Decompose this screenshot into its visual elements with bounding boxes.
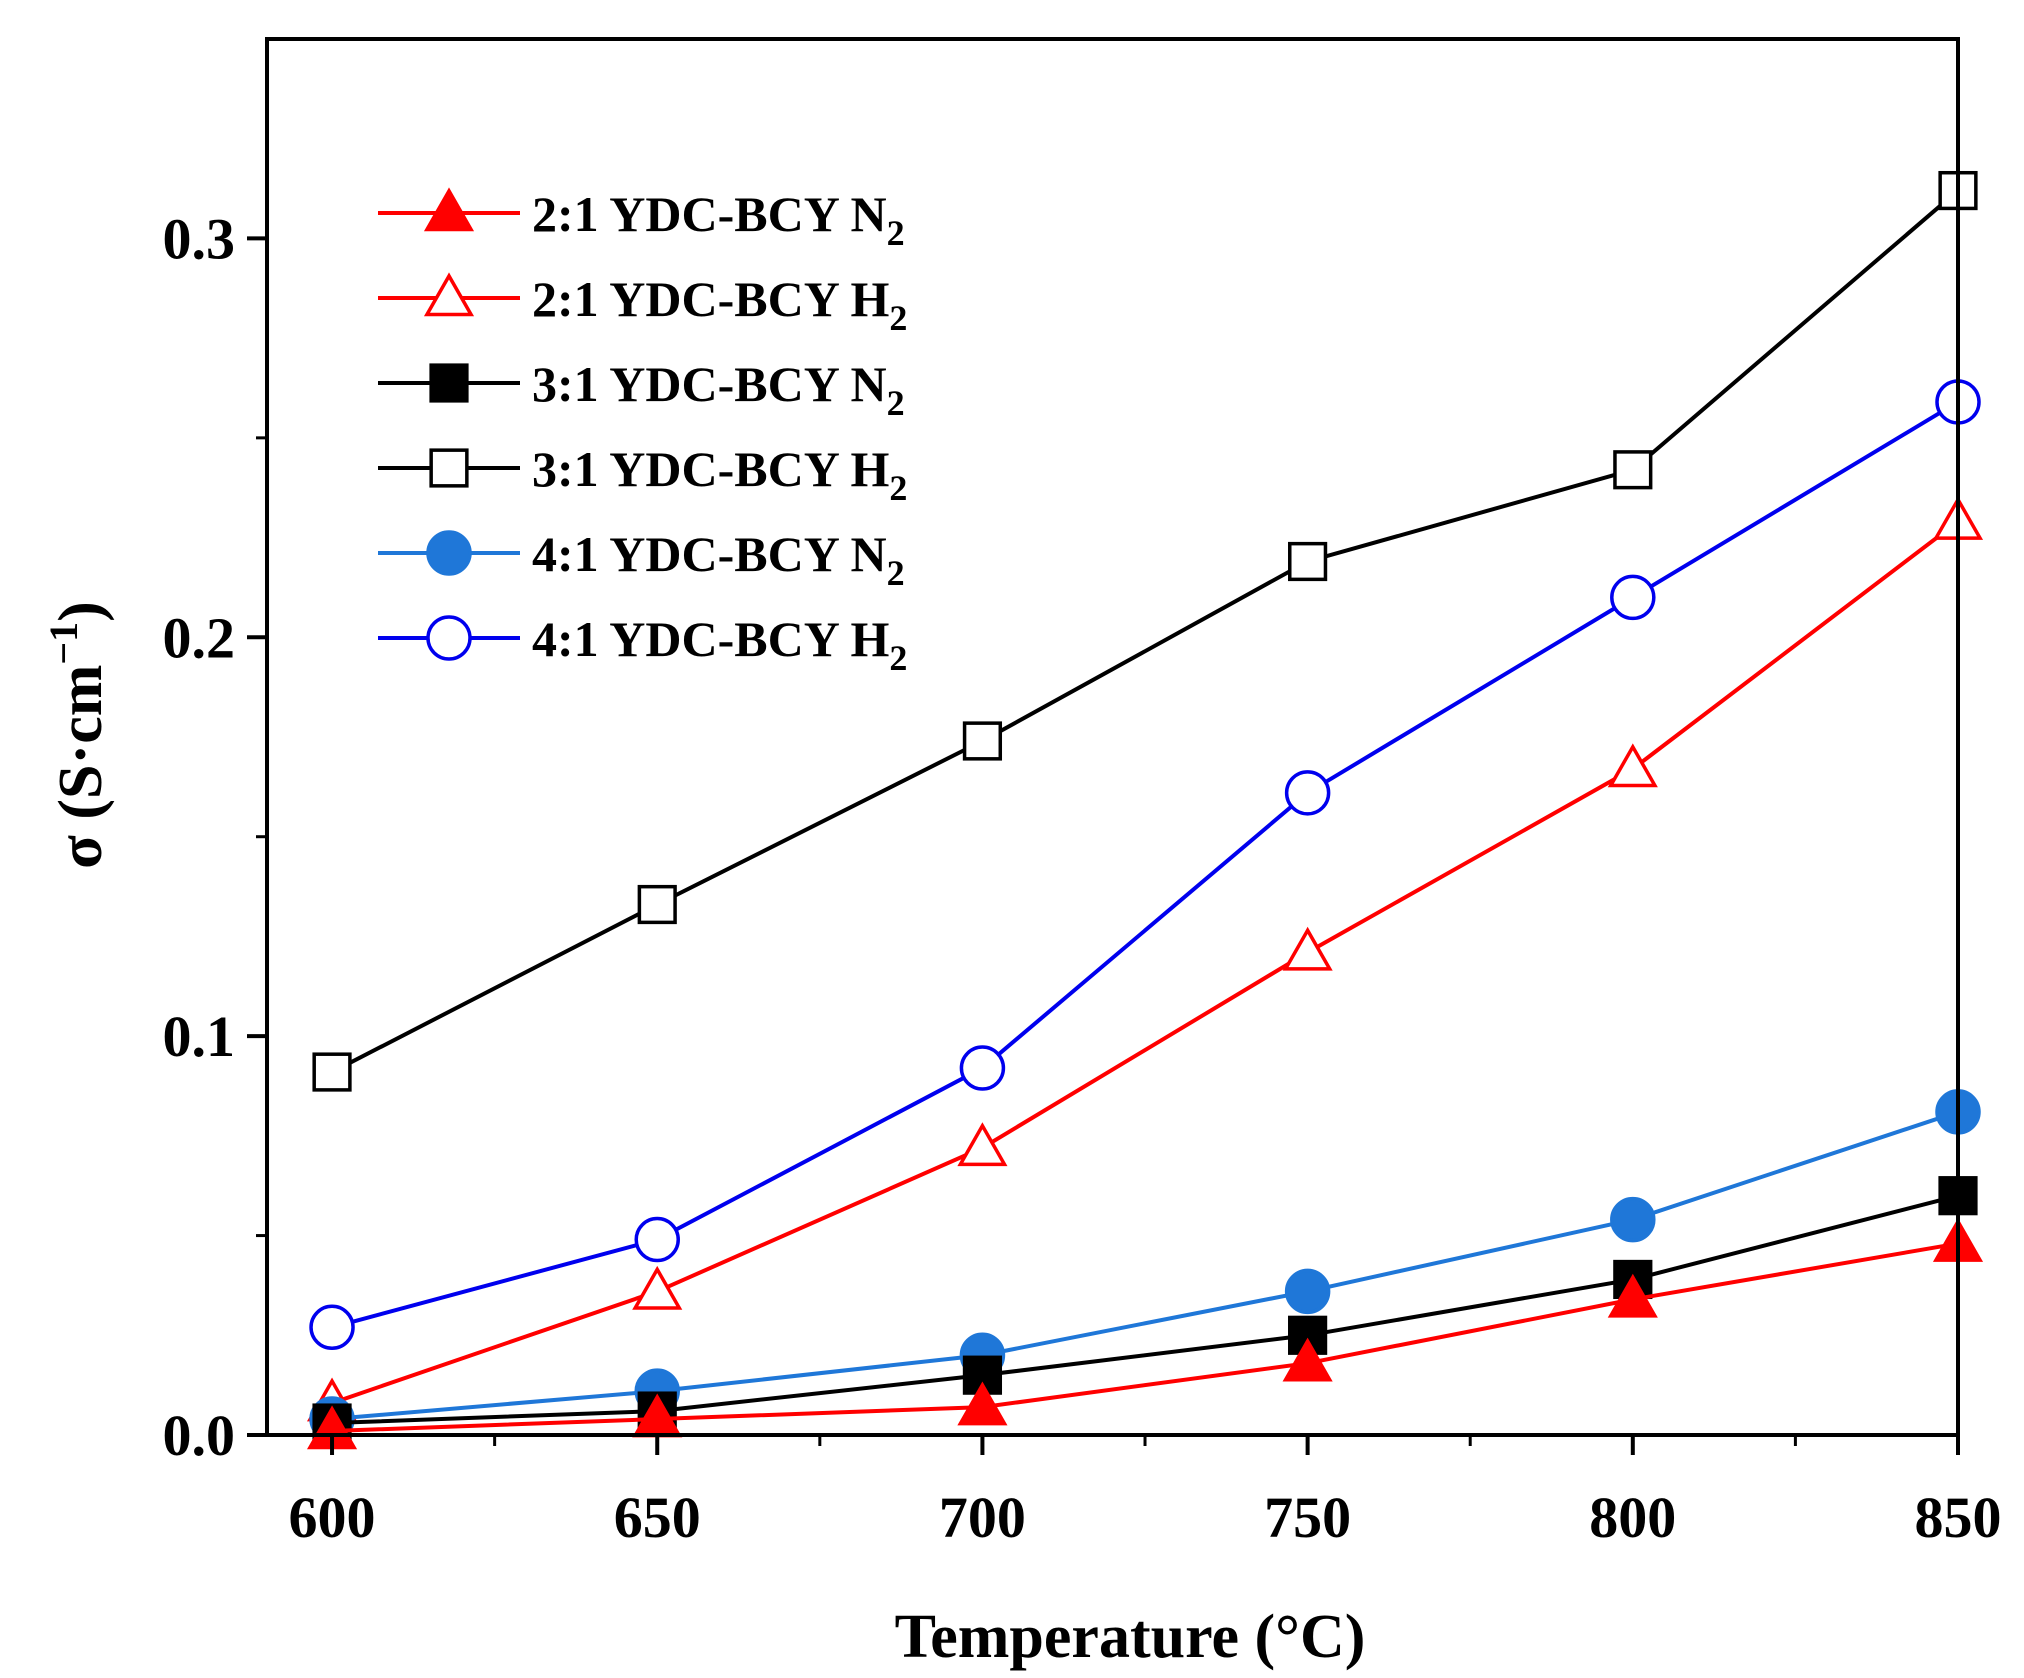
legend-item-ratio21-h2: 2:1 YDC-BCY H2 [378,271,907,338]
data-point-ratio21-n2 [957,1381,1008,1426]
data-point-ratio41-h2 [959,1045,1006,1091]
data-point-ratio21-n2 [1282,1337,1333,1382]
data-point-ratio21-h2 [423,272,475,317]
x-tick-label: 800 [1589,1485,1676,1550]
legend-item-ratio41-h2: 4:1 YDC-BCY H2 [378,611,907,678]
legend-label-subscript: 2 [889,298,907,338]
data-point-ratio41-h2 [1610,574,1656,621]
y-axis-title-superscript: −1 [41,622,86,665]
data-point-ratio21-n2 [1607,1273,1658,1318]
legend-label: 2:1 YDC-BCY N2 [532,186,905,253]
data-point-ratio31-h2 [962,721,1003,761]
data-point-ratio41-h2 [634,1216,680,1263]
legend-label: 4:1 YDC-BCY N2 [532,526,905,593]
legend-label: 2:1 YDC-BCY H2 [532,271,907,338]
legend-label-main: 2:1 YDC-BCY H [532,271,889,327]
y-tick-label: 0.1 [163,1004,236,1069]
legend-label-subscript: 2 [887,213,905,253]
data-point-ratio21-h2 [1282,926,1333,971]
y-axis-title: σ (S·cm−1) [41,601,115,869]
data-point-ratio21-n2 [423,187,475,232]
data-point-ratio31-h2 [312,1052,352,1092]
legend-label: 4:1 YDC-BCY H2 [532,611,907,678]
y-axis-title-main: σ (S·cm [47,665,115,869]
data-point-ratio41-h2 [426,615,472,661]
series-line-ratio41-h2 [331,400,1960,1330]
series-line-ratio41-n2 [331,1110,1959,1422]
data-point-ratio31-n2 [429,363,469,403]
legend-item-ratio31-n2: 3:1 YDC-BCY N2 [378,356,905,423]
legend-label: 3:1 YDC-BCY N2 [532,356,905,423]
data-point-ratio41-n2 [426,530,472,576]
legend-label-subscript: 2 [887,553,905,593]
y-tick-label: 0.3 [163,206,236,271]
legend-label-main: 3:1 YDC-BCY N [532,356,887,412]
data-point-ratio41-h2 [1284,770,1331,816]
series-ratio41-h2 [309,379,1981,1351]
legend-item-ratio21-n2: 2:1 YDC-BCY N2 [378,186,905,253]
x-tick-label: 650 [614,1485,701,1550]
legend-label-main: 3:1 YDC-BCY H [532,441,889,497]
legend-label-subscript: 2 [887,383,905,423]
data-point-ratio21-h2 [632,1265,683,1310]
data-point-ratio41-n2 [1284,1268,1331,1315]
legend-item-ratio31-h2: 3:1 YDC-BCY H2 [378,441,907,508]
y-tick-label: 0.0 [163,1403,236,1468]
legend-label-main: 2:1 YDC-BCY N [532,186,887,242]
data-point-ratio41-h2 [309,1304,355,1351]
data-point-ratio21-h2 [957,1122,1008,1167]
legend-label-main: 4:1 YDC-BCY N [532,526,887,582]
legend-label-main: 4:1 YDC-BCY H [532,611,889,667]
series-line-ratio31-h2 [331,189,1960,1074]
x-tick-label: 600 [289,1485,376,1550]
series-line-ratio31-n2 [331,1193,1959,1426]
data-point-ratio31-h2 [1613,450,1653,490]
x-tick-label: 700 [939,1485,1026,1550]
series-ratio31-n2 [312,1176,1978,1443]
x-tick-label: 750 [1264,1485,1351,1550]
legend-label-subscript: 2 [889,638,907,678]
plot-frame [265,37,1960,1437]
y-axis-title-close: ) [47,601,115,622]
series-layer [306,170,1984,1450]
data-point-ratio41-n2 [1610,1196,1656,1243]
data-point-ratio31-h2 [637,884,677,925]
data-point-ratio21-h2 [1607,743,1658,788]
axes: 600 650 700 750 800 850 0.0 0.1 0.2 0.3 [163,37,2002,1550]
x-axis-title: Temperature (°C) [895,1603,1366,1671]
data-point-ratio31-h2 [429,448,469,488]
series-line-ratio21-n2 [331,1241,1959,1434]
data-point-ratio31-h2 [1288,541,1328,582]
legend-label: 3:1 YDC-BCY H2 [532,441,907,508]
x-tick-label: 850 [1915,1485,2002,1550]
legend-item-ratio41-n2: 4:1 YDC-BCY N2 [378,526,905,593]
legend: 2:1 YDC-BCY N22:1 YDC-BCY H23:1 YDC-BCY … [378,186,907,678]
series-line-ratio21-h2 [331,520,1960,1405]
y-tick-label: 0.2 [163,605,236,670]
legend-label-subscript: 2 [889,468,907,508]
